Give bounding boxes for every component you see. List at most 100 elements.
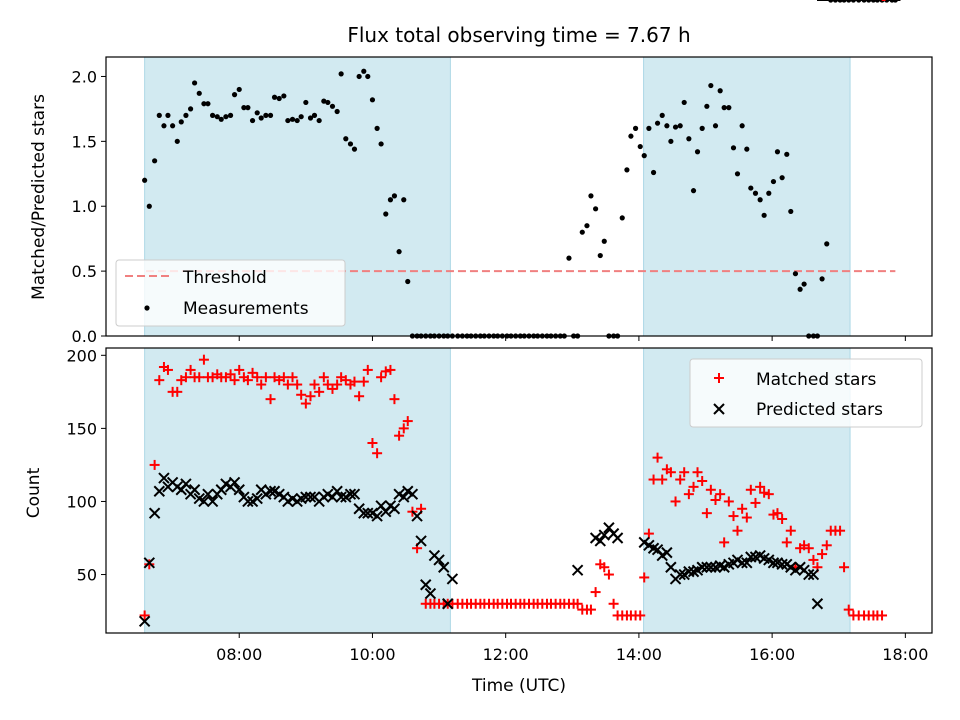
- measurement-point: [231, 92, 238, 98]
- measurement-point: [730, 145, 737, 151]
- measurement-point: [294, 117, 300, 124]
- matched-star-point: [759, 487, 770, 498]
- predicted-star-point: [188, 484, 201, 496]
- matched-star-point: [675, 474, 686, 485]
- measurement-point: [374, 125, 380, 131]
- matched-star-point: [376, 372, 387, 383]
- measurement-point: [874, 0, 880, 3]
- measurement-point: [329, 103, 336, 109]
- measurement-point: [668, 138, 674, 144]
- measurement-point: [205, 101, 211, 107]
- matched-star-point: [296, 389, 307, 400]
- measurement-point: [797, 286, 803, 292]
- matched-star-point: [755, 481, 766, 492]
- measurement-point: [391, 193, 398, 199]
- matched-star-point: [599, 562, 610, 573]
- observing-window-band-2: [643, 56, 851, 337]
- x-tick-label: 16:00: [749, 645, 795, 664]
- count-panel-frame: [105, 347, 933, 634]
- matched-star-point: [763, 489, 774, 500]
- matched-star-point: [172, 386, 183, 397]
- measurement-point: [258, 115, 264, 121]
- matched-star-point: [817, 549, 828, 560]
- measurement-point: [788, 208, 794, 215]
- measurement-point: [254, 110, 260, 116]
- measurement-point: [588, 193, 594, 199]
- measurement-point: [694, 149, 701, 155]
- matched-star-point: [652, 452, 663, 463]
- predicted-star-point: [143, 557, 156, 569]
- predicted-star-point: [358, 507, 370, 519]
- matched-star-point: [234, 364, 245, 375]
- matched-star-point: [349, 376, 360, 387]
- matched-star-point: [732, 525, 743, 536]
- y-tick-label: 100: [66, 492, 97, 511]
- predicted-star-point: [388, 503, 401, 515]
- matched-star-point: [380, 366, 391, 377]
- matched-star-point: [229, 375, 240, 386]
- matched-star-point: [265, 394, 276, 405]
- measurement-point: [712, 123, 719, 129]
- measurement-point: [748, 185, 754, 191]
- predicted-star-point: [433, 554, 445, 566]
- matched-star-point: [354, 391, 365, 402]
- measurement-point: [334, 108, 340, 115]
- matched-star-point: [603, 569, 614, 580]
- matched-star-point: [242, 375, 253, 386]
- predicted-star-point: [661, 546, 673, 559]
- predicted-star-point: [362, 507, 374, 519]
- predicted-star-point: [300, 491, 312, 503]
- measurement-point: [646, 125, 652, 131]
- measurement-point: [819, 276, 825, 282]
- measurement-point: [387, 197, 394, 203]
- matched-star-point: [741, 512, 752, 523]
- measurement-point: [770, 178, 777, 185]
- matched-star-point: [697, 476, 708, 486]
- measurement-point: [227, 112, 234, 118]
- matched-star-point: [679, 467, 690, 478]
- measurement-point: [146, 203, 152, 209]
- matched-star-point: [772, 508, 783, 519]
- matched-star-point: [282, 379, 293, 390]
- measurement-point: [325, 99, 331, 106]
- predicted-star-point: [701, 561, 713, 573]
- predicted-star-point: [446, 573, 459, 585]
- threshold-legend-label: Threshold: [182, 268, 267, 288]
- y-tick-label: 1.5: [72, 132, 97, 151]
- measurement-point: [178, 119, 184, 125]
- predicted-star-point: [415, 535, 427, 547]
- measurement-point: [223, 114, 229, 120]
- measurement-point: [351, 146, 358, 152]
- predicted-star-point: [158, 472, 170, 484]
- y-tick-label: 200: [66, 346, 97, 365]
- matched-star-point: [723, 496, 734, 507]
- predicted-star-point: [594, 535, 606, 547]
- ratio-x-ticks: [238, 336, 906, 341]
- ratio-y-ticks: 0.0 0.5 1.0 1.5 2.0: [72, 67, 106, 346]
- measurement-point: [405, 278, 411, 285]
- matched-star-point: [300, 398, 311, 409]
- measurement-point: [601, 238, 607, 244]
- ratio-panel-frame: [105, 56, 933, 337]
- measurement-point: [267, 112, 274, 118]
- count-legend: Matched stars Predicted stars: [689, 358, 923, 428]
- measurement-point: [187, 106, 194, 112]
- x-axis-label: Time (UTC): [471, 676, 566, 696]
- measurement-point: [579, 229, 585, 235]
- measurement-point: [664, 123, 670, 129]
- measurement-point: [641, 153, 647, 159]
- x-tick-label: 14:00: [616, 645, 662, 664]
- measurement-point: [191, 80, 198, 86]
- predicted-star-point: [807, 568, 820, 581]
- predicted-star-point: [138, 615, 151, 628]
- measurement-point: [593, 206, 599, 212]
- measurement-point: [285, 117, 291, 124]
- measurement-point: [218, 116, 224, 122]
- matched-star-point: [843, 604, 854, 615]
- measurement-point: [156, 112, 162, 118]
- matched-star-point: [705, 484, 716, 495]
- matched-star-point: [877, 610, 888, 621]
- observing-window-band-1: [144, 347, 451, 634]
- measurement-point: [704, 103, 710, 109]
